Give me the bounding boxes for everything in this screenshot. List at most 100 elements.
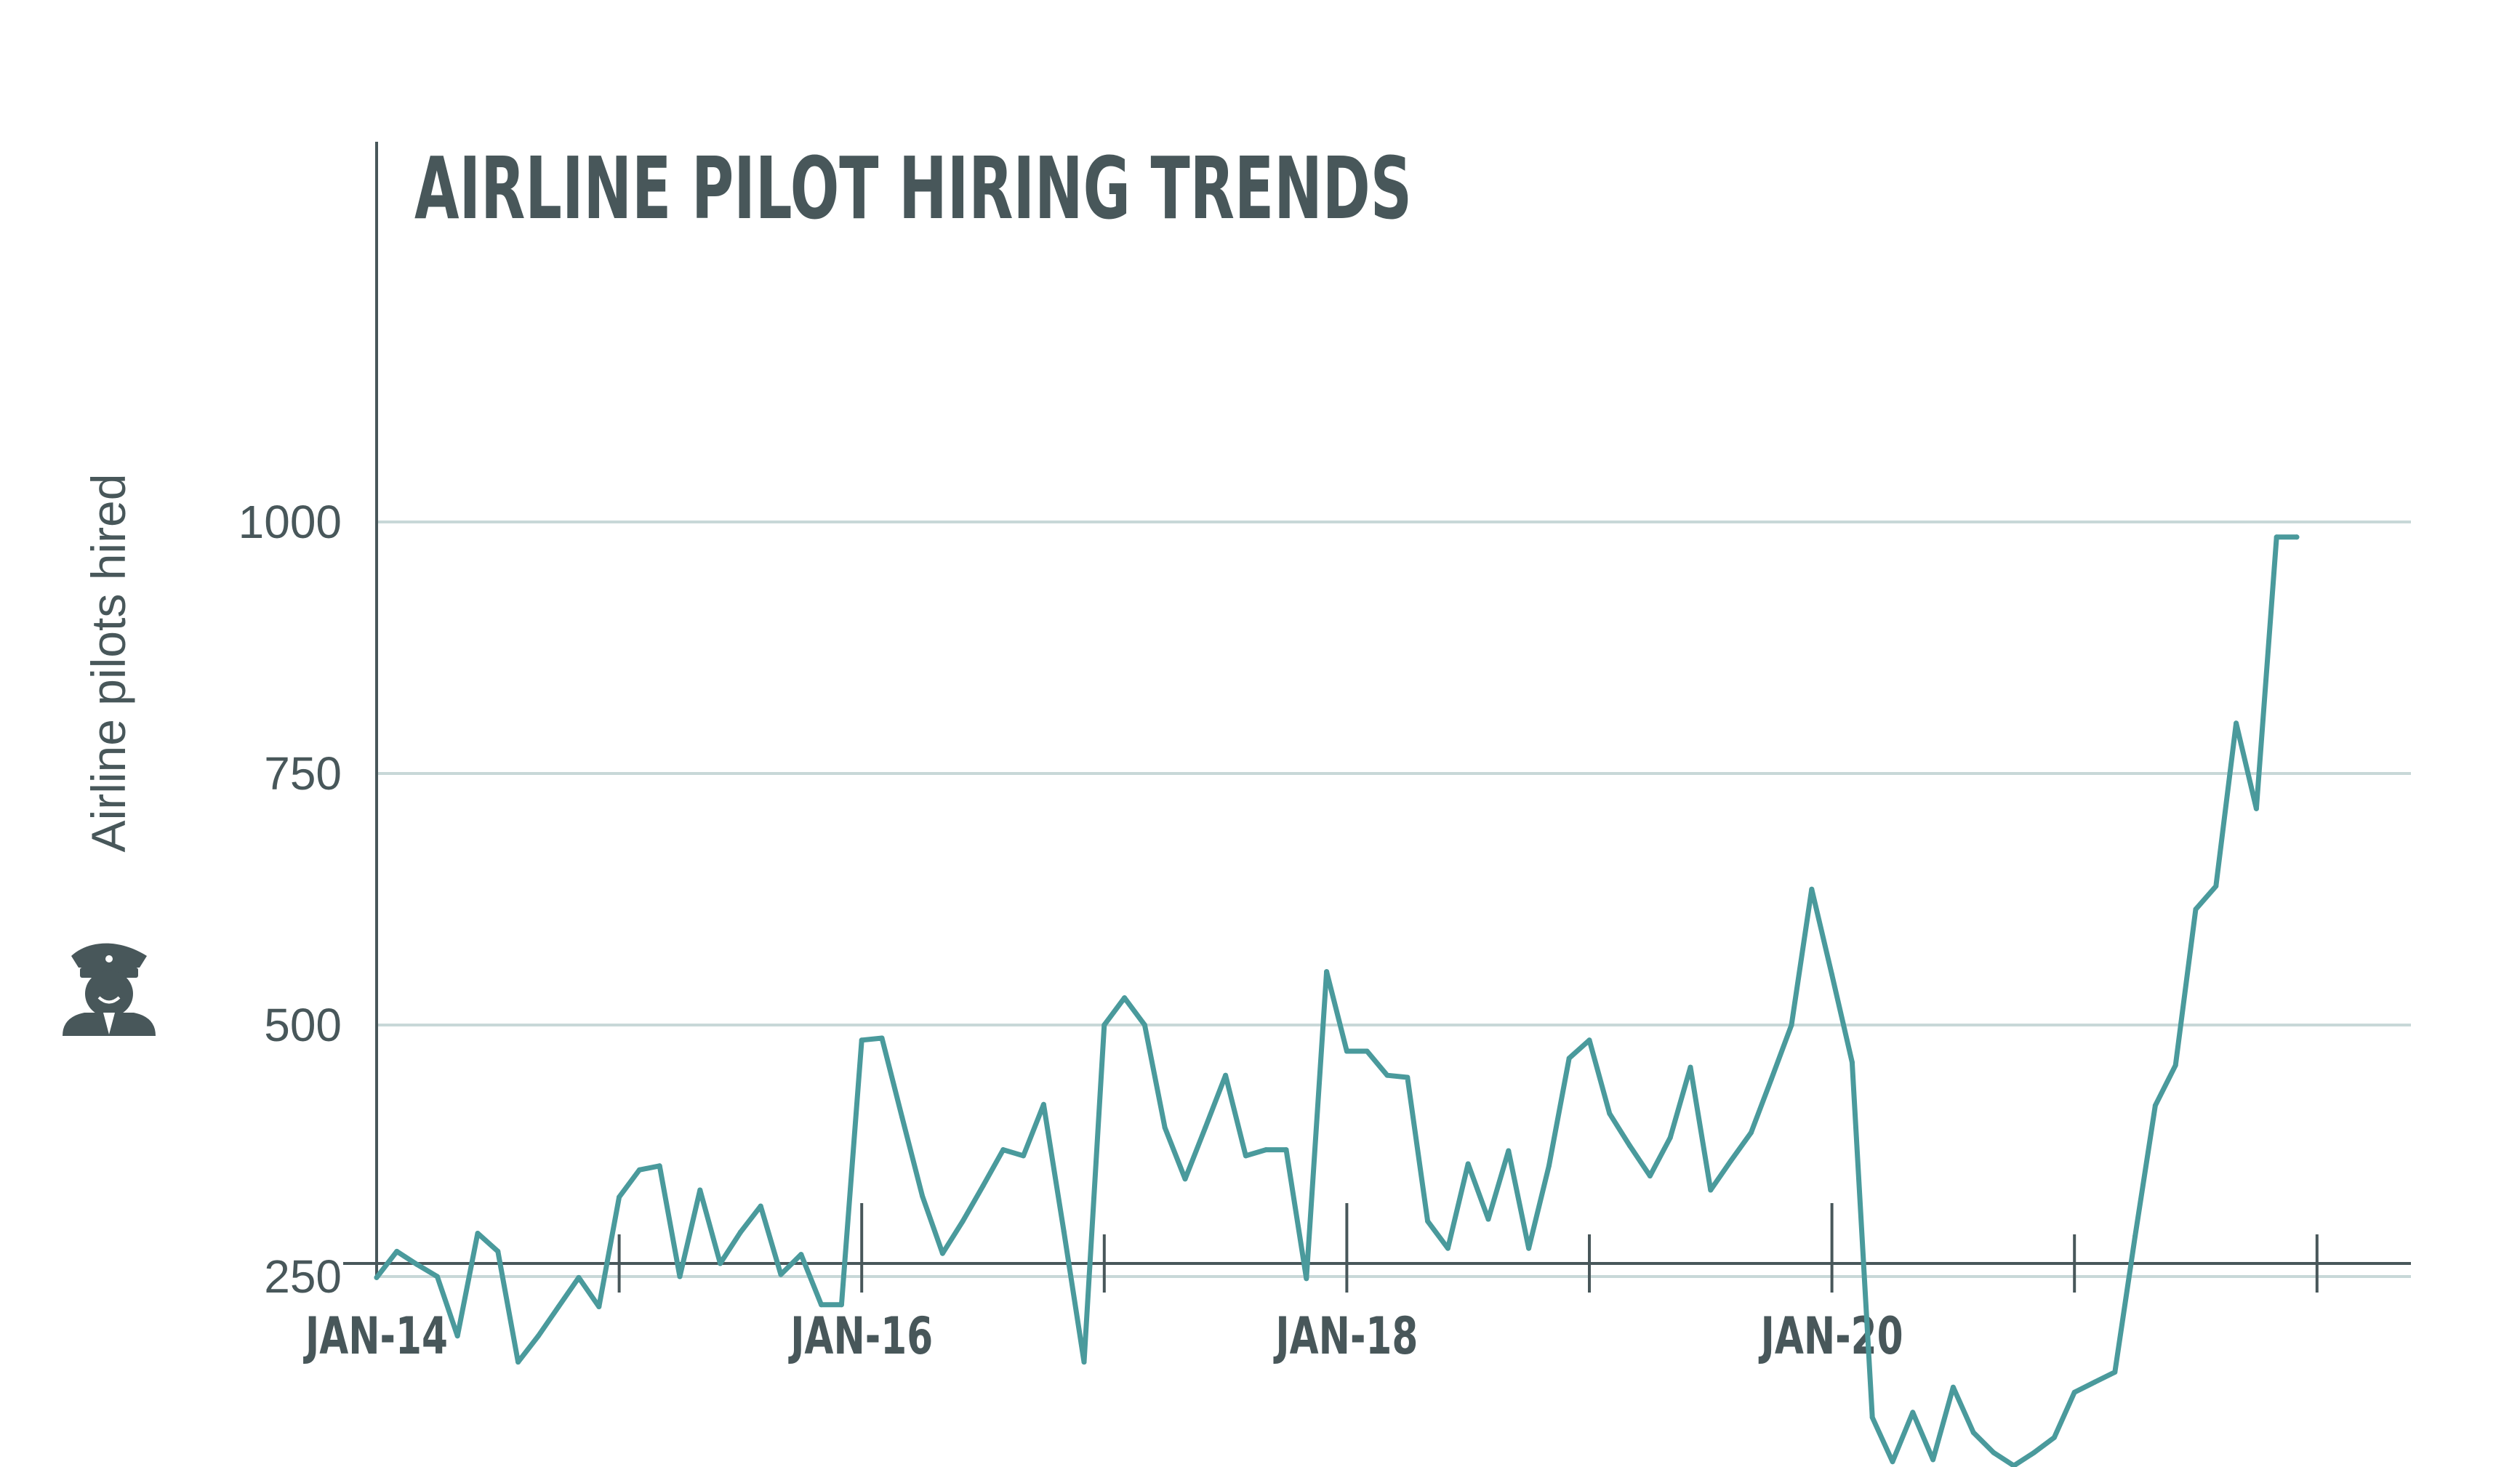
data-point-40 [1182, 1176, 1188, 1182]
data-point-81 [2011, 1463, 2017, 1467]
data-point-69 [1768, 1077, 1774, 1082]
data-point-80 [1991, 1450, 1997, 1455]
data-point-82 [2031, 1450, 2037, 1455]
y-tick-label-1000: 1000 [238, 496, 342, 548]
data-point-44 [1263, 1147, 1269, 1153]
data-point-63 [1647, 1173, 1653, 1179]
data-point-79 [1970, 1430, 1976, 1435]
data-point-19 [758, 1203, 763, 1209]
data-point-72 [1829, 972, 1835, 978]
data-point-56 [1506, 1148, 1512, 1154]
gridlines [377, 521, 2411, 1278]
data-point-36 [1102, 1022, 1107, 1028]
series-line-pilots-hired [374, 534, 2300, 1467]
data-point-58 [1546, 1163, 1552, 1169]
data-point-62 [1627, 1143, 1633, 1149]
data-point-52 [1425, 1218, 1431, 1224]
data-point-9 [555, 1304, 561, 1309]
data-point-14 [657, 1163, 662, 1169]
data-point-5 [475, 1231, 481, 1236]
data-point-61 [1607, 1111, 1613, 1117]
data-point-51 [1405, 1074, 1411, 1080]
data-point-70 [1789, 1022, 1794, 1028]
data-point-60 [1586, 1037, 1592, 1043]
data-point-23 [838, 1302, 844, 1308]
data-point-6 [495, 1248, 501, 1254]
data-point-49 [1364, 1048, 1370, 1054]
data-point-75 [1890, 1459, 1895, 1465]
data-point-45 [1283, 1147, 1289, 1153]
data-point-18 [737, 1229, 743, 1235]
data-point-47 [1324, 969, 1330, 975]
data-point-95 [2294, 534, 2300, 540]
pilot-icon [63, 943, 156, 1036]
data-point-76 [1910, 1410, 1916, 1415]
data-point-3 [434, 1274, 440, 1279]
data-point-29 [960, 1218, 966, 1224]
chart-title: AIRLINE PILOT HIRING TRENDS [414, 138, 1412, 238]
data-point-13 [636, 1167, 642, 1173]
data-point-92 [2234, 720, 2239, 726]
data-point-91 [2213, 883, 2219, 889]
data-point-42 [1223, 1072, 1229, 1078]
data-point-90 [2193, 907, 2199, 912]
data-point-12 [617, 1194, 622, 1200]
data-point-28 [939, 1250, 945, 1256]
data-point-38 [1141, 1022, 1147, 1028]
data-point-35 [1081, 1359, 1087, 1365]
x-tick-label-jan-16: JAN-16 [788, 1306, 933, 1366]
x-tick-labels: JAN-14 JAN-16 JAN-18 JAN-20 [303, 1306, 1903, 1366]
data-point-55 [1485, 1216, 1491, 1222]
data-point-7 [515, 1359, 521, 1365]
data-point-25 [879, 1035, 885, 1041]
data-point-53 [1445, 1245, 1450, 1251]
data-point-94 [2274, 534, 2279, 540]
data-points [374, 534, 2300, 1467]
data-point-59 [1566, 1056, 1572, 1061]
data-point-43 [1243, 1153, 1248, 1159]
data-point-89 [2172, 1062, 2178, 1068]
data-point-66 [1708, 1187, 1714, 1193]
data-point-68 [1748, 1130, 1754, 1136]
y-tick-label-750: 750 [264, 747, 342, 800]
data-point-21 [798, 1252, 804, 1258]
x-tick-label-jan-18: JAN-18 [1273, 1306, 1418, 1366]
data-point-0 [374, 1274, 380, 1280]
x-ticks [375, 1203, 2319, 1293]
data-point-10 [576, 1274, 582, 1280]
data-point-8 [535, 1333, 541, 1339]
y-tick-labels: 250 500 750 1000 [238, 496, 342, 1303]
axes [343, 142, 2411, 1265]
data-point-16 [697, 1187, 703, 1193]
data-point-15 [677, 1274, 683, 1279]
data-point-33 [1040, 1101, 1046, 1107]
y-tick-label-250: 250 [264, 1250, 342, 1303]
data-point-85 [2092, 1379, 2098, 1385]
data-point-1 [394, 1248, 400, 1254]
data-point-57 [1526, 1245, 1532, 1251]
data-point-54 [1465, 1161, 1471, 1167]
data-point-77 [1930, 1457, 1936, 1463]
y-tick-label-500: 500 [264, 999, 342, 1051]
data-point-78 [1950, 1384, 1956, 1390]
data-point-74 [1869, 1415, 1875, 1420]
data-point-93 [2253, 805, 2259, 811]
data-point-39 [1162, 1125, 1168, 1130]
data-point-2 [414, 1261, 420, 1267]
data-point-67 [1728, 1158, 1734, 1164]
data-point-50 [1384, 1072, 1390, 1078]
x-tick-label-jan-20: JAN-20 [1759, 1306, 1903, 1366]
data-point-30 [980, 1183, 986, 1189]
data-point-65 [1688, 1064, 1693, 1070]
data-point-88 [2152, 1103, 2158, 1109]
data-point-17 [718, 1261, 723, 1266]
data-point-64 [1667, 1135, 1673, 1141]
data-point-48 [1344, 1048, 1349, 1054]
data-point-4 [454, 1333, 460, 1339]
data-point-31 [1000, 1147, 1006, 1153]
data-point-73 [1849, 1059, 1855, 1065]
data-point-37 [1122, 995, 1128, 1001]
data-point-11 [596, 1304, 602, 1309]
data-point-20 [778, 1271, 784, 1277]
data-point-86 [2112, 1370, 2118, 1375]
